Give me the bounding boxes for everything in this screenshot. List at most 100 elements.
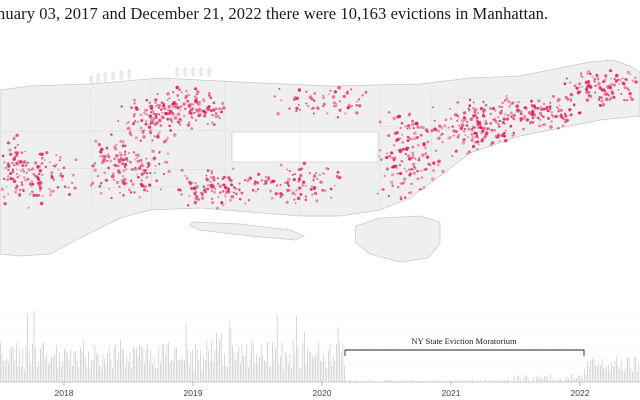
- timeline-bar: [139, 345, 140, 382]
- eviction-dot: [162, 104, 165, 107]
- eviction-dot: [205, 177, 209, 181]
- eviction-dot: [540, 105, 542, 108]
- eviction-dot: [210, 189, 214, 193]
- eviction-dot: [504, 139, 508, 143]
- timeline-bar: [206, 340, 208, 382]
- eviction-dot: [184, 94, 188, 98]
- eviction-dot: [307, 105, 310, 108]
- eviction-dot: [294, 193, 297, 196]
- eviction-dot: [449, 136, 452, 139]
- eviction-dot: [576, 90, 581, 94]
- eviction-dot: [41, 173, 44, 177]
- eviction-dot: [190, 181, 193, 184]
- eviction-dot: [184, 174, 187, 177]
- eviction-dot: [393, 144, 396, 147]
- timeline-bar: [321, 360, 323, 382]
- eviction-dot: [505, 97, 509, 101]
- eviction-dot: [427, 162, 431, 166]
- eviction-dot: [247, 199, 251, 202]
- eviction-dot: [211, 197, 214, 200]
- eviction-dot: [499, 111, 503, 115]
- eviction-dot: [294, 95, 296, 98]
- eviction-dot: [122, 158, 126, 162]
- timeline-bar: [46, 353, 48, 382]
- eviction-dot: [413, 166, 417, 170]
- eviction-dot: [126, 159, 129, 162]
- eviction-dot: [122, 169, 126, 173]
- eviction-dot: [291, 173, 295, 176]
- eviction-dot: [161, 111, 164, 114]
- eviction-dot: [156, 135, 160, 139]
- eviction-dot: [169, 117, 173, 121]
- eviction-dot: [54, 165, 56, 168]
- timeline-bar: [601, 358, 603, 382]
- eviction-dot: [209, 180, 212, 183]
- eviction-dot: [621, 81, 625, 85]
- eviction-dot: [171, 112, 175, 116]
- timeline-bar: [251, 340, 252, 382]
- timeline-bar: [572, 379, 574, 382]
- eviction-dot: [630, 97, 634, 102]
- eviction-dot: [113, 163, 116, 167]
- timeline-bar: [502, 380, 504, 382]
- eviction-dot: [475, 134, 479, 137]
- eviction-dot: [559, 108, 563, 112]
- eviction-dot: [195, 93, 198, 96]
- eviction-dot: [17, 150, 20, 153]
- timeline-bar: [307, 348, 308, 382]
- eviction-dot: [2, 195, 6, 199]
- eviction-dot: [400, 159, 404, 163]
- eviction-dot: [542, 102, 546, 106]
- eviction-dot: [301, 183, 305, 187]
- eviction-dot: [594, 84, 597, 88]
- eviction-dot: [26, 161, 30, 165]
- eviction-dot: [130, 180, 133, 183]
- eviction-dot: [206, 187, 210, 191]
- timeline-bar: [468, 380, 470, 382]
- eviction-dot: [600, 96, 603, 99]
- timeline-bar: [556, 380, 558, 382]
- eviction-dot: [58, 159, 61, 162]
- eviction-dot: [152, 112, 156, 115]
- eviction-dot: [402, 181, 406, 184]
- eviction-dot: [497, 133, 500, 137]
- eviction-dot: [141, 164, 145, 168]
- eviction-dot: [133, 115, 136, 118]
- eviction-dot: [122, 182, 127, 186]
- eviction-dot: [291, 191, 295, 195]
- timeline-bar: [283, 369, 284, 382]
- eviction-dot: [134, 166, 137, 169]
- eviction-dot: [593, 80, 596, 83]
- timeline-bar: [268, 364, 270, 382]
- eviction-dot: [545, 105, 549, 109]
- eviction-dot: [0, 187, 4, 191]
- timeline-bar: [60, 366, 62, 382]
- eviction-dot: [304, 195, 308, 198]
- eviction-dot: [408, 127, 412, 130]
- timeline-bar: [636, 371, 638, 382]
- eviction-dot: [518, 100, 521, 104]
- eviction-dot: [453, 113, 458, 117]
- eviction-dot: [493, 117, 496, 121]
- eviction-dot: [357, 98, 361, 101]
- eviction-dot: [297, 88, 302, 92]
- eviction-dot: [256, 188, 260, 191]
- eviction-dot: [173, 116, 178, 120]
- timeline-bar: [520, 378, 521, 382]
- eviction-dot: [564, 120, 567, 123]
- eviction-dot: [573, 84, 577, 88]
- eviction-dot: [209, 108, 213, 113]
- timeline-bar: [116, 360, 118, 382]
- eviction-dot: [458, 124, 461, 127]
- eviction-dot: [74, 158, 78, 162]
- eviction-dot: [605, 75, 608, 77]
- eviction-dot: [391, 173, 395, 177]
- eviction-dot: [503, 122, 506, 126]
- timeline-bar: [292, 340, 294, 382]
- timeline-bar: [532, 376, 534, 382]
- timeline-bar: [553, 379, 555, 382]
- eviction-dot: [420, 176, 424, 179]
- timeline-bar: [536, 376, 537, 382]
- eviction-dot: [224, 195, 227, 198]
- eviction-dot: [194, 87, 198, 91]
